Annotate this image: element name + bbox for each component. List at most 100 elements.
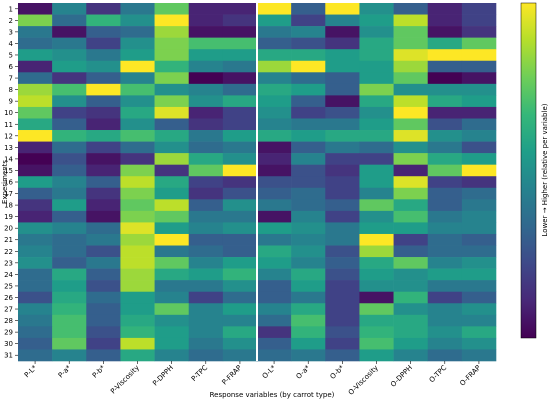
heatmap-cell <box>257 222 292 235</box>
heatmap-cell <box>222 153 258 165</box>
heatmap-cell <box>461 222 497 235</box>
heatmap-cell <box>427 26 463 38</box>
heatmap-cell <box>120 187 155 200</box>
y-tick-label: 29 <box>4 329 13 337</box>
heatmap-cell <box>427 233 463 246</box>
heatmap-cell <box>188 314 224 327</box>
x-axis-label: Response variables (by carrot type) <box>210 391 335 399</box>
heatmap-cell <box>18 303 53 316</box>
heatmap-cell <box>325 199 360 212</box>
heatmap-cell <box>359 72 394 85</box>
heatmap-cell <box>154 26 190 38</box>
heatmap-cell <box>359 153 394 165</box>
heatmap-cell <box>427 14 463 27</box>
heatmap-cell <box>325 222 360 235</box>
heatmap-cell <box>52 164 87 177</box>
heatmap-cell <box>52 268 87 281</box>
heatmap-cell <box>18 106 53 119</box>
heatmap-cell <box>120 326 155 339</box>
heatmap-cell <box>154 303 190 316</box>
heatmap-cell <box>461 37 497 50</box>
heatmap-cell <box>52 176 87 189</box>
heatmap-cell <box>291 141 326 154</box>
heatmap-cell <box>257 257 292 269</box>
heatmap-cell <box>154 314 190 327</box>
heatmap-cell <box>325 153 360 165</box>
heatmap-cell <box>222 337 258 350</box>
heatmap-cell <box>291 257 326 269</box>
heatmap-cell <box>461 303 497 316</box>
heatmap-cell <box>325 106 360 119</box>
heatmap-cell <box>52 106 87 119</box>
heatmap-cell <box>325 118 360 131</box>
heatmap-cell <box>154 291 190 304</box>
heatmap-cell <box>86 60 121 73</box>
heatmap-cell <box>120 176 155 189</box>
heatmap-cell <box>188 164 224 177</box>
heatmap-cell <box>359 95 394 108</box>
x-tick-label: O-DPPH <box>389 364 414 389</box>
colorbar <box>520 2 537 339</box>
heatmap-cell <box>222 257 258 269</box>
heatmap-cell <box>120 106 155 119</box>
heatmap-cell <box>18 141 53 154</box>
heatmap-cell <box>154 257 190 269</box>
heatmap-cell <box>325 3 360 15</box>
heatmap-cell <box>359 337 394 350</box>
heatmap-cell <box>86 95 121 108</box>
heatmap-cell <box>325 14 360 27</box>
y-tick-label: 13 <box>4 144 13 152</box>
heatmap-cell <box>359 280 394 293</box>
heatmap-cell <box>52 3 87 15</box>
x-tick-label: O-Viscosity <box>347 364 380 397</box>
y-tick-label: 24 <box>4 271 13 279</box>
heatmap-cell <box>461 130 497 142</box>
heatmap-cell <box>325 314 360 327</box>
heatmap-cell <box>461 257 497 269</box>
heatmap-cell <box>257 72 292 85</box>
heatmap-cell <box>427 164 463 177</box>
heatmap-cell <box>291 268 326 281</box>
heatmap-cell <box>359 291 394 304</box>
colorbar-label: Lower → Higher (relative per variable) <box>541 103 549 236</box>
heatmap-cell <box>222 130 258 142</box>
heatmap-cell <box>393 49 429 62</box>
x-tick-label: P-a* <box>57 363 73 379</box>
heatmap-cell <box>427 37 463 50</box>
heatmap-cell <box>120 233 155 246</box>
heatmap-cell <box>291 349 326 362</box>
y-tick-label: 22 <box>4 248 13 256</box>
heatmap-cell <box>52 222 87 235</box>
heatmap-cell <box>188 14 224 27</box>
heatmap-cell <box>86 245 121 258</box>
x-tick-label: P-Viscosity <box>109 364 141 396</box>
heatmap-cell <box>120 280 155 293</box>
heatmap-cell <box>52 314 87 327</box>
heatmap-cell <box>18 153 53 165</box>
y-tick-label: 12 <box>4 132 13 140</box>
heatmap-cell <box>291 26 326 38</box>
heatmap-cell <box>325 257 360 269</box>
heatmap-cell <box>86 83 121 96</box>
heatmap-cell <box>257 118 292 131</box>
heatmap-cell <box>52 187 87 200</box>
heatmap-cell <box>291 60 326 73</box>
heatmap-cell <box>52 118 87 131</box>
heatmap-cell <box>86 303 121 316</box>
heatmap-cell <box>18 326 53 339</box>
y-tick-label: 2 <box>9 17 13 25</box>
heatmap-cell <box>461 280 497 293</box>
heatmap-cell <box>222 176 258 189</box>
heatmap-cell <box>52 49 87 62</box>
heatmap-cell <box>222 83 258 96</box>
heatmap-cell <box>325 337 360 350</box>
heatmap-cell <box>154 187 190 200</box>
y-tick-label: 7 <box>9 75 13 83</box>
heatmap-cell <box>52 210 87 223</box>
heatmap-cell <box>18 222 53 235</box>
heatmap-cell <box>188 349 224 362</box>
heatmap-cell <box>86 222 121 235</box>
heatmap-cell <box>461 187 497 200</box>
heatmap-cell <box>325 187 360 200</box>
y-tick-label: 1 <box>9 5 13 13</box>
